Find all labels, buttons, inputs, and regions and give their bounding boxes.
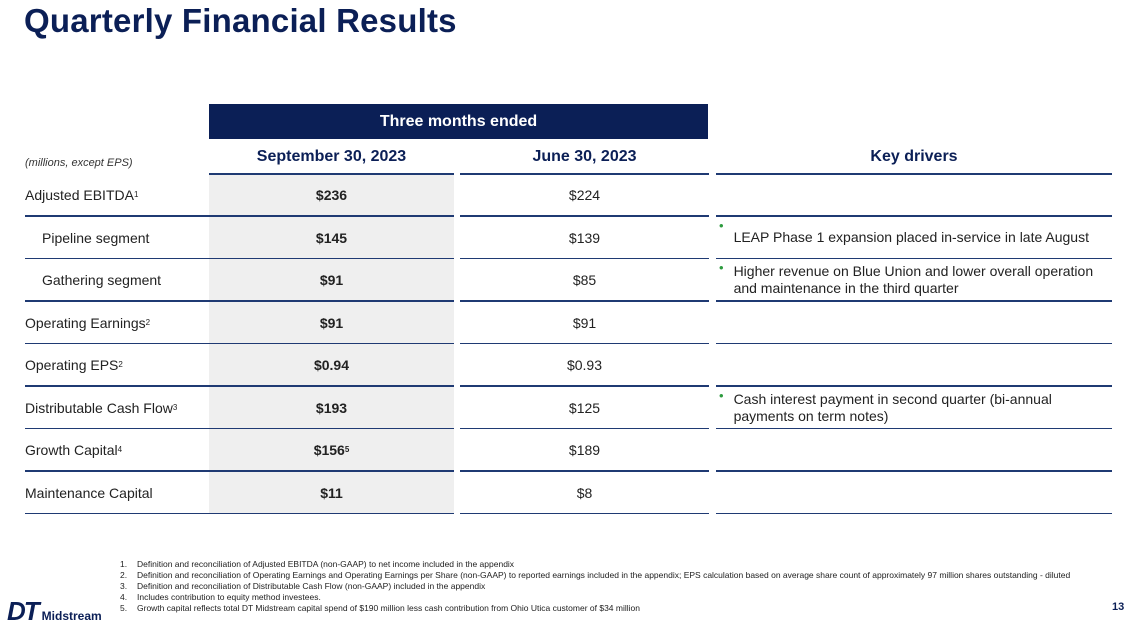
row-divider [716,427,1112,429]
logo-name: Midstream [41,608,102,623]
bullet-icon: • [719,217,724,233]
header-divider [460,173,709,175]
row-divider [716,385,1112,387]
value-june: $8 [576,484,593,501]
value-september: $0.94 [313,357,350,373]
header-divider [716,173,1112,175]
column-header-key-drivers: Key drivers [870,147,958,165]
value-june: $0.93 [566,357,603,373]
table-row: Growth Capital 4 $156 5 $189 [0,429,1139,472]
row-label: Gathering segment [42,272,162,288]
row-divider [716,300,1112,302]
value-june: $125 [568,399,601,416]
key-driver: • LEAP Phase 1 expansion placed in-servic… [719,217,1089,246]
table-row: Operating EPS 2 $0.94 $0.93 [0,344,1139,387]
row-divider [25,427,454,429]
table-row: Distributable Cash Flow 3 $193 $125 • Cash in… [0,387,1139,429]
row-label: Adjusted EBITDA 1 [25,187,139,203]
value-september: $193 [315,399,348,416]
row-divider [460,342,709,344]
row-divider [460,470,709,472]
row-divider [460,512,709,514]
footnote-item: 1. Definition and reconciliation of Adjus… [120,559,515,569]
row-divider [716,342,1112,344]
row-divider [460,215,709,217]
row-divider [25,342,454,344]
value-june: $139 [568,229,601,246]
page-title: Quarterly Financial Results [24,2,457,39]
group-header-three-months: Three months ended [209,104,708,139]
row-label: Pipeline segment [42,229,150,246]
table-row: Maintenance Capital $11 $8 [0,472,1139,514]
footnote-item: 2. Definition and reconciliation of Opera… [120,570,1071,580]
footnote-item: 4. Includes contribution to equity method… [120,592,321,602]
footnote-item: 5. Growth capital reflects total DT Midst… [120,603,640,613]
row-divider [25,512,454,514]
key-driver: • Higher revenue on Blue Union and lower … [719,260,1094,296]
key-driver: • Cash interest payment in second quarter… [719,387,1052,424]
row-divider [460,257,709,259]
value-september: $236 [315,187,348,203]
column-header-june: June 30, 2023 [532,147,637,165]
row-divider [460,300,709,302]
row-divider [25,215,454,217]
table-row: Adjusted EBITDA 1 $236 $224 [0,174,1139,217]
row-label: Distributable Cash Flow 3 [25,399,178,416]
table-row: Gathering segment $91 $85 • Higher revenue o… [0,259,1139,302]
value-june: $85 [572,272,597,288]
value-september: $156 5 [313,442,350,458]
value-june: $91 [572,314,597,331]
row-divider [716,215,1112,217]
row-divider [460,427,709,429]
row-label: Operating Earnings 2 [25,314,151,331]
bullet-icon: • [719,260,724,275]
units-note: (millions, except EPS) [25,157,133,169]
column-header-september: September 30, 2023 [256,147,407,165]
row-divider [716,512,1112,514]
row-label: Operating EPS 2 [25,357,123,373]
row-label: Growth Capital 4 [25,442,123,458]
row-divider [25,300,454,302]
value-september: $91 [319,272,344,288]
value-june: $224 [568,187,601,203]
row-divider [716,257,1112,259]
footnote-item: 3. Definition and reconciliation of Distr… [120,581,486,591]
table-row: Pipeline segment $145 $139 • LEAP Phase 1 ex… [0,217,1139,259]
value-september: $11 [320,484,343,501]
value-june: $189 [568,442,601,458]
bullet-icon: • [719,387,724,403]
dt-midstream-logo: DT Midstream [7,596,102,627]
row-label: Maintenance Capital [25,484,153,501]
header-divider [209,173,454,175]
row-divider [25,470,454,472]
row-divider [460,385,709,387]
value-september: $145 [315,229,348,246]
row-divider [716,470,1112,472]
row-divider [25,385,454,387]
page-number: 13 [1112,601,1125,613]
value-september: $91 [319,314,344,331]
row-divider [25,257,454,259]
footnotes: 1. Definition and reconciliation of Adjus… [120,559,1100,614]
logo-mark: DT [7,596,40,626]
table-row: Operating Earnings 2 $91 $91 [0,302,1139,344]
